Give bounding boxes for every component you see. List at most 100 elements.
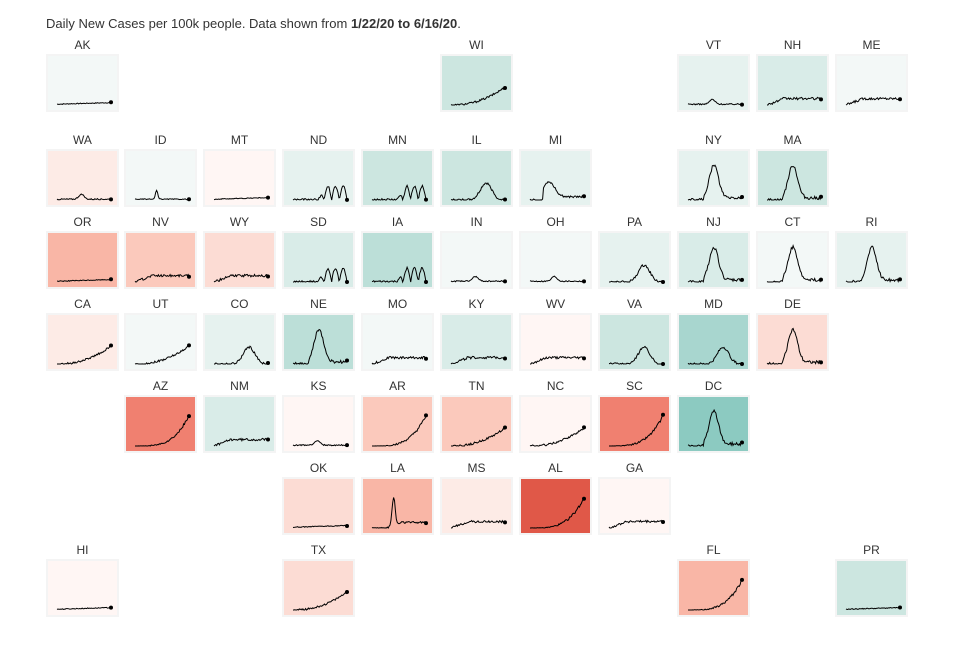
state-tile-background — [203, 149, 276, 207]
sparkline — [845, 96, 902, 106]
sparkline — [530, 496, 586, 529]
sparkline-end-dot — [424, 521, 428, 526]
sparkline — [292, 328, 349, 365]
state-tile-background — [124, 149, 197, 207]
state-label: PA — [626, 215, 643, 229]
sparkline-path — [529, 275, 585, 283]
state-tile-background — [598, 477, 671, 535]
state-label: NH — [783, 38, 802, 52]
header-start-date: 1/22/20 — [350, 16, 395, 31]
sparkline-end-dot — [266, 195, 270, 200]
state-label: MT — [230, 133, 249, 147]
sparkline-end-dot — [345, 280, 349, 284]
sparkline-path — [134, 273, 190, 283]
state-label: CT — [784, 215, 801, 229]
state-label: OK — [309, 461, 328, 475]
sparkline-end-dot — [503, 520, 507, 525]
sparkline-end-dot — [898, 97, 902, 102]
sparkline — [450, 275, 507, 284]
sparkline-path — [608, 519, 664, 529]
state-label: KY — [468, 297, 485, 311]
sparkline-path — [767, 96, 822, 106]
state-tile-background — [519, 231, 592, 289]
sparkline-path — [688, 579, 743, 611]
sparkline-path — [845, 96, 901, 106]
header-to: to — [394, 16, 414, 31]
sparkline-path — [450, 275, 506, 283]
sparkline — [845, 605, 902, 611]
state-tile-background — [124, 231, 197, 289]
sparkline-end-dot — [898, 605, 902, 610]
sparkline-path — [135, 415, 190, 447]
state-label: VT — [705, 38, 722, 52]
state-tile-background — [282, 395, 355, 453]
sparkline-path — [687, 98, 743, 106]
sparkline-end-dot — [582, 356, 586, 361]
state-label: NV — [152, 215, 169, 229]
sparkline-end-dot — [109, 197, 113, 202]
sparkline-end-dot — [740, 440, 744, 445]
sparkline — [450, 85, 507, 106]
sparkline-end-dot — [819, 277, 823, 282]
state-label: TX — [310, 543, 327, 557]
state-tile-background — [756, 231, 829, 289]
sparkline-path — [213, 196, 269, 201]
state-label: OR — [73, 215, 92, 229]
sparkline-end-dot — [424, 356, 428, 361]
sparkline-end-dot — [109, 343, 113, 348]
sparkline-path — [450, 86, 506, 106]
state-label: AR — [389, 379, 406, 393]
sparkline-path — [608, 345, 663, 365]
state-label: NM — [230, 379, 249, 393]
sparkline — [529, 275, 586, 284]
sparkline — [687, 246, 744, 283]
state-tile-background — [203, 395, 276, 453]
sparkline-end-dot — [898, 277, 902, 282]
sparkline-path — [57, 278, 112, 283]
state-label: WA — [73, 133, 92, 147]
state-label: RI — [865, 215, 878, 229]
state-label: LA — [390, 461, 405, 475]
state-label: OH — [546, 215, 565, 229]
sparkline — [57, 277, 113, 283]
sparkline-end-dot — [582, 496, 586, 501]
sparkline — [134, 189, 191, 202]
sparkline — [293, 590, 349, 611]
sparkline-path — [293, 591, 348, 611]
sparkline — [213, 273, 270, 283]
sparkline — [372, 413, 428, 447]
state-tile-background — [677, 395, 750, 453]
sparkline-path — [609, 414, 664, 447]
sparkline-end-dot — [661, 520, 665, 525]
sparkline-end-dot — [661, 412, 665, 417]
sparkline — [767, 96, 823, 106]
sparkline-path — [530, 498, 585, 529]
sparkline-end-dot — [503, 356, 507, 361]
sparkline-end-dot — [582, 279, 586, 284]
sparkline — [135, 414, 191, 447]
sparkline — [687, 98, 744, 107]
state-label: AL — [548, 461, 563, 475]
sparkline-end-dot — [740, 194, 744, 199]
sparkline-end-dot — [345, 358, 349, 363]
sparkline-end-dot — [424, 413, 428, 418]
state-label: TN — [468, 379, 485, 393]
header-suffix: . — [457, 16, 461, 31]
state-tile-background — [440, 54, 513, 112]
state-label: AZ — [152, 379, 169, 393]
state-tile-background — [282, 477, 355, 535]
state-label: SD — [310, 215, 327, 229]
state-label: ME — [862, 38, 881, 52]
sparkline-path — [372, 415, 427, 447]
sparkline-path — [214, 345, 269, 365]
sparkline — [292, 185, 349, 202]
sparkline-path — [450, 182, 506, 201]
sparkline-path — [371, 355, 427, 365]
chart-header: Daily New Cases per 100k people. Data sh… — [46, 16, 461, 31]
sparkline-end-dot — [740, 577, 744, 582]
sparkline-path — [529, 181, 585, 201]
sparkline — [213, 437, 270, 447]
sparkline — [688, 577, 744, 611]
state-label: DE — [784, 297, 801, 311]
sparkline-path — [766, 244, 822, 283]
